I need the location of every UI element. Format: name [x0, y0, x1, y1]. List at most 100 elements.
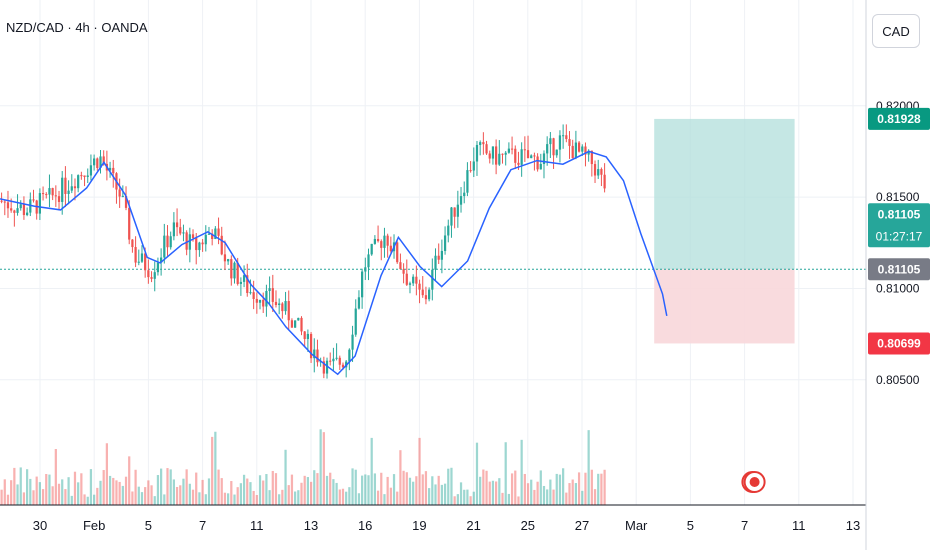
candle-body — [562, 135, 565, 137]
candle-body — [19, 204, 22, 209]
volume-bar — [447, 468, 450, 505]
volume-bar — [284, 449, 287, 505]
candle-body — [22, 204, 26, 216]
x-tick-label: 25 — [521, 518, 535, 533]
candle-body — [498, 153, 501, 165]
volume-bar — [303, 475, 306, 505]
volume-bar — [597, 473, 600, 505]
volume-bar — [26, 469, 29, 505]
flag-icon-core — [749, 477, 760, 487]
candle-body — [77, 175, 80, 189]
volume-bar — [504, 442, 507, 505]
candle-body — [504, 152, 507, 155]
volume-bar — [434, 484, 437, 505]
volume-bar — [169, 469, 172, 505]
event-markers[interactable] — [741, 471, 766, 493]
x-tick-label: 21 — [466, 518, 480, 533]
symbol-title[interactable]: NZD/CAD · 4h · OANDA — [6, 20, 148, 35]
volume-bar — [262, 480, 265, 505]
volume-bar — [354, 469, 357, 505]
volume-bar — [376, 490, 380, 505]
candle-body — [603, 174, 606, 189]
volume-bar — [421, 474, 424, 505]
volume-bar — [389, 487, 392, 505]
candle-body — [118, 189, 121, 197]
candle-body — [265, 290, 268, 307]
candle-body — [230, 259, 233, 279]
candle-body — [73, 186, 77, 189]
volume-bar — [364, 474, 367, 505]
candle-body — [26, 212, 29, 216]
long-position-tool[interactable] — [0, 118, 866, 344]
candle-body — [568, 139, 571, 146]
volume-bar — [450, 467, 453, 505]
x-tick-label: 11 — [792, 518, 806, 533]
candle-body — [456, 204, 459, 217]
candle-body — [412, 276, 415, 284]
volume-bar — [495, 481, 498, 505]
candle-body — [188, 234, 191, 250]
volume-bar — [128, 456, 131, 505]
volume-bar — [380, 472, 383, 505]
volume-bar — [542, 485, 546, 505]
candle-body — [361, 271, 364, 298]
candle-body — [370, 243, 373, 255]
volume-bar — [584, 472, 587, 505]
candle-body — [278, 303, 281, 305]
volume-bar — [555, 473, 558, 505]
volume-bar — [3, 479, 6, 505]
volume-bar — [182, 478, 185, 505]
moving-average-line — [0, 150, 668, 376]
candle-body — [306, 333, 310, 340]
volume-bar — [134, 469, 137, 505]
candle-body — [597, 169, 600, 176]
candle-body — [472, 161, 475, 171]
volume-bar — [574, 483, 578, 505]
candle-body — [252, 292, 255, 299]
candle-body — [108, 167, 112, 171]
candle-body — [80, 175, 83, 177]
candle-body — [32, 199, 35, 201]
volume-bar — [370, 437, 373, 505]
candle-body — [341, 364, 345, 368]
volume-bar — [510, 473, 514, 505]
candle-body — [214, 228, 217, 240]
candle-body — [402, 269, 405, 274]
candle-body — [57, 196, 61, 202]
candle-body — [86, 175, 89, 177]
candle-body — [418, 283, 421, 290]
volume-bar — [236, 487, 239, 505]
volume-bar — [517, 496, 520, 505]
candle-body — [191, 234, 195, 239]
y-tick-label: 0.80500 — [876, 373, 920, 387]
volume-bar — [153, 496, 156, 505]
candle-body — [354, 308, 357, 335]
volume-bar — [80, 473, 83, 505]
candle-body — [217, 228, 220, 236]
candle-body — [351, 334, 354, 350]
currency-button[interactable]: CAD — [872, 14, 920, 48]
volume-bar — [115, 480, 118, 505]
candle-body — [593, 164, 597, 176]
candle-body — [415, 276, 418, 284]
candle-body — [530, 155, 533, 159]
volume-bar — [459, 482, 463, 505]
candle-body — [463, 192, 466, 197]
candle-body — [431, 269, 434, 290]
volume-bar — [571, 479, 574, 505]
x-tick-label: 5 — [145, 518, 152, 533]
candle-body — [514, 148, 517, 163]
volume-bar — [418, 437, 421, 505]
candle-body — [587, 150, 590, 155]
candle-body — [249, 292, 252, 294]
price-tag-label: 0.80699 — [877, 336, 921, 350]
volume-bar — [593, 489, 597, 505]
volume-bar — [246, 478, 249, 505]
candle-body — [233, 262, 236, 279]
moving-average-path — [0, 150, 668, 376]
candle-body — [10, 208, 13, 211]
volume-bar — [239, 483, 243, 505]
volume-bar — [549, 479, 552, 505]
candle-body — [475, 144, 479, 162]
